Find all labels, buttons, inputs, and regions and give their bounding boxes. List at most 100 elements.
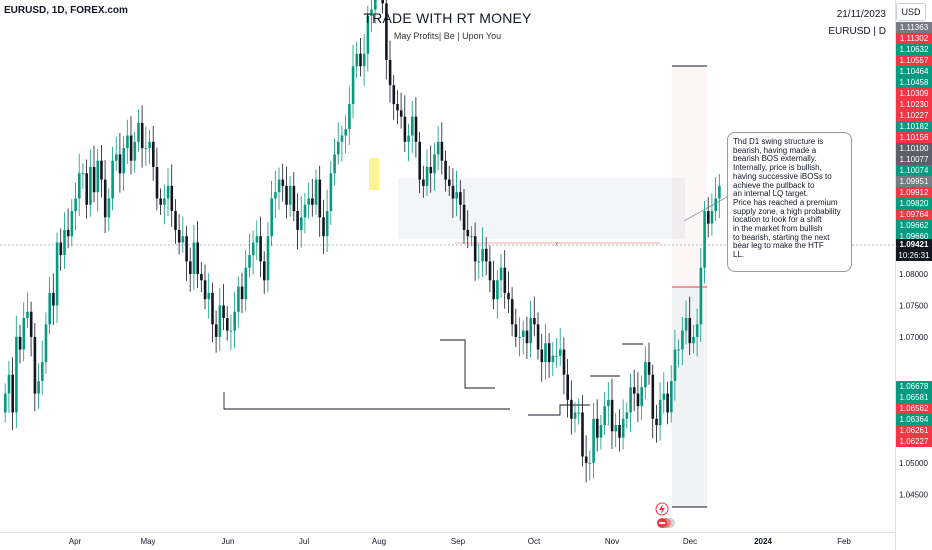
candle — [214, 310, 218, 353]
candle — [666, 381, 669, 425]
flash-icon[interactable] — [655, 502, 669, 516]
price-tag: 1.10464 — [896, 66, 932, 77]
candle — [244, 250, 248, 312]
candle — [270, 180, 273, 247]
candle — [263, 251, 266, 295]
price-tag: 1.10557 — [896, 55, 932, 66]
candle — [673, 330, 677, 401]
currency-button[interactable]: USD — [896, 3, 926, 21]
candle — [189, 247, 192, 292]
x-tick-label: 2024 — [754, 537, 772, 546]
candle — [496, 270, 499, 319]
candle — [137, 109, 140, 152]
candle — [129, 116, 133, 175]
candle — [429, 145, 433, 193]
candle — [695, 308, 699, 357]
candle — [126, 119, 129, 164]
candle — [111, 146, 114, 211]
candle — [314, 169, 318, 215]
y-tick-label: 1.07500 — [899, 301, 928, 310]
candle — [340, 125, 344, 162]
candle — [644, 346, 647, 400]
candle — [170, 164, 174, 227]
candle — [385, 0, 388, 80]
candle — [599, 414, 603, 450]
candle — [351, 44, 355, 118]
candle — [292, 172, 296, 222]
candle — [333, 138, 336, 186]
x-tick-label: Aug — [372, 537, 386, 546]
candle — [551, 341, 555, 376]
candle — [15, 315, 18, 429]
candle — [581, 394, 584, 467]
x-axis[interactable]: Apr May Jun Jul Aug Sep Oct Nov Dec 2024 Feb — [0, 532, 895, 547]
candle — [396, 90, 399, 125]
price-tag: 1.09662 — [896, 220, 932, 231]
candle — [74, 182, 77, 231]
candle — [163, 184, 166, 225]
candle — [233, 292, 236, 349]
x-tick-label: Apr — [69, 537, 82, 546]
candle — [26, 292, 29, 329]
candle — [481, 227, 484, 278]
candle — [174, 199, 177, 244]
event-markers-icon[interactable] — [657, 518, 675, 528]
candle — [633, 369, 636, 412]
candle — [547, 333, 551, 378]
candle — [488, 245, 492, 293]
annotation-callout[interactable]: Thd D1 swing structure is bearish, having… — [727, 132, 852, 272]
candle — [59, 228, 63, 271]
candle — [355, 41, 359, 79]
candle — [63, 212, 66, 269]
candle — [159, 188, 162, 215]
candle — [370, 0, 373, 32]
candle — [440, 122, 444, 175]
annotation-line: having successive iBOSs to — [733, 171, 832, 181]
x-tick-label: Feb — [837, 537, 851, 546]
callout-pointer — [683, 196, 728, 222]
chart-zones: x — [0, 65, 896, 508]
candle — [418, 131, 421, 194]
candle — [118, 133, 122, 193]
annotation-line: bearish, having made a — [733, 145, 817, 155]
candle — [255, 220, 259, 261]
candle — [444, 150, 447, 192]
date-label: 21/11/2023 — [836, 9, 886, 20]
candle — [610, 378, 614, 449]
price-tag: 1.10227 — [896, 110, 932, 121]
candle — [625, 402, 629, 429]
candle — [192, 224, 196, 290]
x-tick-label: Nov — [605, 537, 619, 546]
price-tag: 1.10458 — [896, 77, 932, 88]
candle — [425, 149, 429, 196]
x-tick-label: Jun — [222, 537, 235, 546]
candle — [392, 75, 396, 120]
highlight-zone — [369, 158, 379, 190]
candle — [399, 92, 403, 129]
candle — [614, 413, 618, 448]
annotation-line: supply zone, a high probability — [733, 206, 841, 216]
annotation-line: achieve the pullback to — [733, 180, 815, 190]
candle — [366, 5, 370, 72]
ibos-line-2 — [528, 404, 590, 416]
candle — [699, 248, 703, 342]
candle — [381, 0, 384, 14]
price-tag: 1.06581 — [896, 392, 932, 403]
annotation-line: location to look for a shift — [733, 215, 822, 225]
candle — [78, 153, 81, 217]
candle — [274, 170, 277, 218]
price-tag: 1.11302 — [896, 33, 932, 44]
candle — [240, 272, 244, 314]
candle — [688, 296, 692, 356]
price-tag: 1.06364 — [896, 414, 932, 425]
candle — [348, 86, 351, 145]
x-tick-label: May — [140, 537, 155, 546]
candle — [115, 136, 118, 171]
candle — [436, 126, 440, 171]
candle — [718, 173, 721, 218]
candle — [4, 383, 7, 423]
price-tag: 1.11363 — [896, 22, 932, 33]
candle — [55, 232, 59, 324]
candle — [155, 147, 159, 211]
